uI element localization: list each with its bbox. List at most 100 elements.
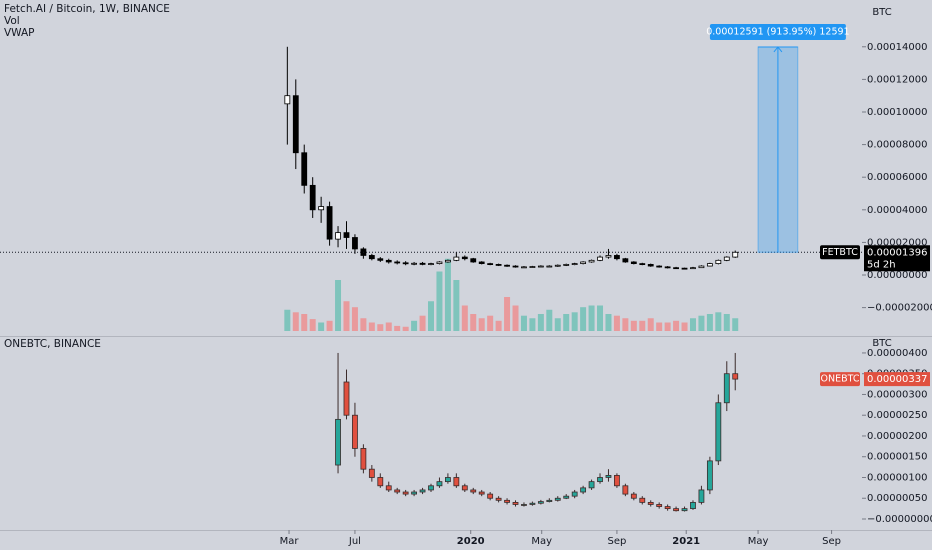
volume-bar — [394, 325, 401, 331]
candle-body — [563, 495, 570, 499]
y-tick-label: −0.00002000 — [867, 303, 932, 314]
candle-body — [436, 481, 443, 487]
candle-body — [394, 489, 401, 493]
volume-bar — [622, 318, 629, 331]
volume-bar — [613, 315, 620, 331]
candle-body — [352, 414, 358, 449]
candle-body — [630, 493, 637, 499]
candle-body — [571, 491, 578, 497]
measure-label: 0.00012591 (913.95%) 12591 — [706, 26, 849, 37]
volume-bar — [461, 305, 468, 331]
volume-bar — [723, 314, 730, 331]
candle-body — [605, 475, 612, 478]
candle-body — [495, 497, 502, 501]
candle-body — [326, 206, 333, 240]
candle-body — [690, 267, 696, 270]
y-tick-label: 0.00000400 — [867, 348, 927, 359]
candle-body — [478, 261, 485, 264]
candle-body — [673, 508, 679, 512]
x-tick-label: 2021 — [672, 536, 700, 547]
volume-bar — [563, 314, 570, 331]
candle-body — [656, 504, 663, 507]
candle-body — [673, 267, 679, 270]
candle-body — [622, 258, 629, 263]
candle-body — [580, 487, 587, 493]
candle-body — [470, 258, 477, 263]
candle-body — [495, 264, 502, 266]
volume-bar — [411, 320, 418, 331]
candle-body — [597, 477, 603, 483]
candle-body — [681, 267, 688, 270]
candle-body — [630, 261, 637, 264]
candle-body — [614, 255, 620, 260]
y-tick-label: −0.00000000 — [867, 514, 932, 525]
volume-bar — [546, 309, 553, 331]
candle-body — [512, 501, 519, 505]
y-tick-label: 0.00000050 — [867, 493, 927, 504]
candle-body — [698, 265, 705, 269]
volume-bar — [368, 322, 375, 331]
volume-bar — [343, 301, 350, 331]
x-tick-label: 2020 — [457, 536, 485, 547]
x-tick-label: Jul — [348, 536, 361, 547]
candle-body — [554, 497, 561, 501]
volume-bar — [428, 301, 434, 331]
x-tick-label: May — [531, 536, 552, 547]
candle-body — [318, 206, 325, 211]
volume-bar — [487, 315, 494, 331]
y-tick-label: 0.00000150 — [867, 452, 927, 463]
candle-body — [681, 508, 688, 512]
volume-bar — [580, 307, 587, 331]
volume-bar — [673, 320, 680, 331]
y-tick-label: 0.00000250 — [867, 410, 927, 421]
axis-unit: BTC — [872, 338, 891, 349]
candle-body — [614, 475, 620, 487]
volume-bar — [478, 318, 485, 331]
volume-bar — [597, 305, 604, 331]
candle-body — [377, 258, 384, 261]
candle-body — [690, 501, 696, 510]
candle-body — [428, 485, 434, 491]
candle-body — [597, 256, 603, 261]
volume-bar — [639, 320, 646, 331]
volume-bar — [537, 314, 544, 331]
volume-bar — [656, 322, 663, 331]
y-tick-label: 0.00000100 — [867, 472, 927, 483]
volume-bar — [689, 318, 696, 331]
candle-body — [706, 263, 713, 267]
candle-body — [335, 232, 341, 240]
candle-body — [343, 232, 350, 238]
candle-body — [529, 502, 536, 505]
x-tick-label: Sep — [607, 536, 626, 547]
candle-body — [639, 497, 646, 503]
y-tick-label: 0.00006000 — [867, 172, 927, 183]
candle-body — [292, 95, 299, 154]
y-tick-label: 0.00002000 — [867, 237, 927, 248]
volume-bar — [351, 307, 358, 331]
volume-bar — [647, 318, 654, 331]
indicator-label: VWAP — [4, 27, 35, 39]
chart-title: ONEBTC, BINANCE — [4, 338, 101, 350]
candle-body — [664, 506, 671, 510]
candle-body — [343, 381, 350, 416]
candle-body — [352, 237, 358, 250]
candle-body — [622, 485, 629, 495]
candle-body — [647, 501, 654, 505]
candle-body — [588, 259, 595, 263]
volume-bar — [630, 320, 637, 331]
candle-body — [580, 261, 587, 264]
candle-body — [411, 262, 417, 265]
volume-bar — [706, 314, 713, 331]
volume-bar — [360, 318, 367, 331]
indicator-label: Vol — [4, 15, 20, 27]
volume-bar — [504, 297, 511, 331]
candle-body — [546, 265, 553, 268]
candle-body — [732, 373, 739, 380]
volume-bar — [588, 305, 595, 331]
candle-body — [504, 499, 510, 503]
price-tag-value — [864, 245, 930, 272]
volume-bar — [301, 314, 308, 331]
candle-body — [521, 504, 527, 506]
candle-body — [554, 264, 561, 267]
candle-body — [512, 265, 519, 268]
